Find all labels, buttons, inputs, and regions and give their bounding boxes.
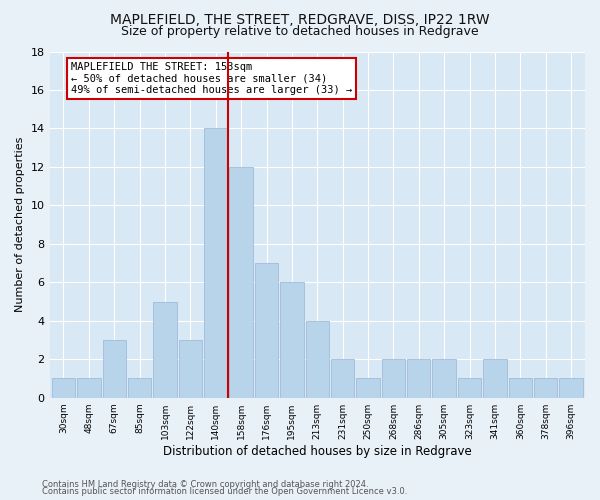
Bar <box>534 378 557 398</box>
Bar <box>128 378 151 398</box>
Bar <box>407 359 430 398</box>
Bar <box>509 378 532 398</box>
Text: Contains HM Land Registry data © Crown copyright and database right 2024.: Contains HM Land Registry data © Crown c… <box>42 480 368 489</box>
X-axis label: Distribution of detached houses by size in Redgrave: Distribution of detached houses by size … <box>163 444 472 458</box>
Bar <box>77 378 101 398</box>
Bar <box>458 378 481 398</box>
Text: MAPLEFIELD THE STREET: 153sqm
← 50% of detached houses are smaller (34)
49% of s: MAPLEFIELD THE STREET: 153sqm ← 50% of d… <box>71 62 352 95</box>
Bar <box>433 359 456 398</box>
Text: MAPLEFIELD, THE STREET, REDGRAVE, DISS, IP22 1RW: MAPLEFIELD, THE STREET, REDGRAVE, DISS, … <box>110 12 490 26</box>
Bar <box>331 359 355 398</box>
Text: Contains public sector information licensed under the Open Government Licence v3: Contains public sector information licen… <box>42 487 407 496</box>
Y-axis label: Number of detached properties: Number of detached properties <box>15 137 25 312</box>
Bar <box>229 167 253 398</box>
Bar <box>382 359 405 398</box>
Bar <box>154 302 176 398</box>
Bar <box>483 359 506 398</box>
Bar <box>255 263 278 398</box>
Bar <box>280 282 304 398</box>
Bar <box>103 340 126 398</box>
Bar <box>52 378 75 398</box>
Bar <box>559 378 583 398</box>
Bar <box>179 340 202 398</box>
Bar <box>356 378 380 398</box>
Text: Size of property relative to detached houses in Redgrave: Size of property relative to detached ho… <box>121 25 479 38</box>
Bar <box>305 321 329 398</box>
Bar <box>204 128 227 398</box>
